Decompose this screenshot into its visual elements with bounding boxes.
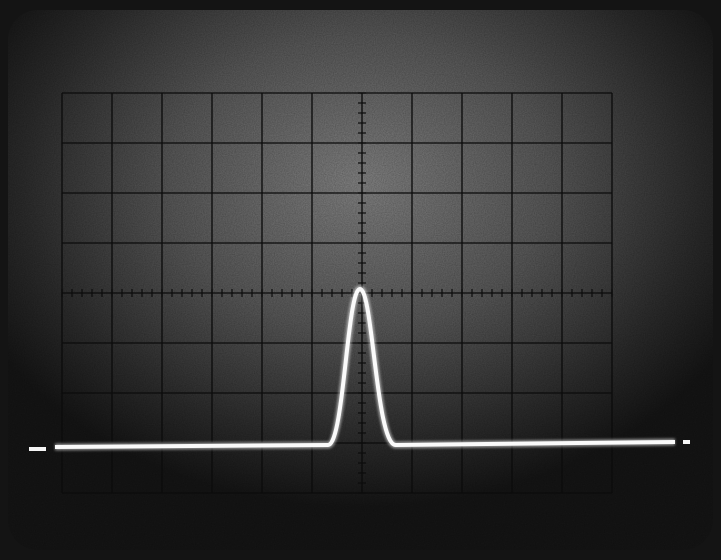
page: {} (() => { const data = JSON.parse(docu… bbox=[0, 0, 721, 560]
oscilloscope-photo bbox=[0, 0, 721, 560]
screen-grain bbox=[8, 10, 713, 550]
